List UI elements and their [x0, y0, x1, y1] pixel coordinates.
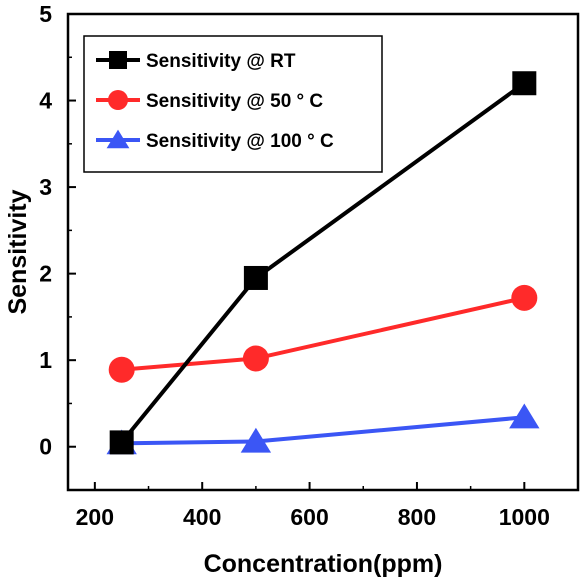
y-tick-label: 2 — [39, 261, 52, 287]
legend-label: Sensitivity @ RT — [146, 51, 296, 72]
x-axis-title: Concentration(ppm) — [204, 550, 443, 578]
y-axis-ticks: 0 1 2 3 4 5 — [39, 1, 76, 460]
series-line — [121, 415, 525, 446]
data-point-square — [243, 265, 268, 290]
legend-label: Sensitivity @ 100 ° C — [146, 131, 334, 152]
data-point-triangle — [240, 427, 272, 453]
series-square — [109, 71, 537, 455]
plot-frame — [66, 12, 580, 492]
legend-entry: Sensitivity @ 50 ° C — [96, 90, 323, 112]
data-point-triangle — [106, 129, 130, 149]
data-point-square — [109, 430, 134, 455]
data-point-circle — [242, 345, 269, 372]
y-tick-label: 3 — [39, 174, 52, 200]
data-point-square — [109, 51, 127, 69]
y-tick-label: 4 — [39, 88, 52, 114]
y-tick-label: 5 — [39, 1, 52, 27]
data-point-circle — [108, 90, 128, 110]
data-point-triangle — [509, 403, 540, 429]
legend: Sensitivity @ RT Sensitivity @ 50 ° C Sens… — [83, 35, 383, 173]
data-point-circle — [511, 284, 538, 311]
legend-entry: Sensitivity @ 100 ° C — [96, 129, 334, 152]
x-tick-label: 400 — [183, 504, 221, 530]
y-axis-title: Sensitivity — [4, 189, 32, 314]
x-axis-ticks: 200 400 600 800 1000 — [76, 482, 550, 530]
data-point-square — [512, 71, 537, 96]
x-tick-label: 1000 — [499, 504, 550, 530]
data-point-circle — [108, 356, 135, 383]
y-tick-label: 1 — [39, 347, 52, 373]
legend-label: Sensitivity @ 50 ° C — [146, 91, 323, 112]
legend-entry: Sensitivity @ RT — [96, 51, 296, 72]
x-tick-label: 200 — [76, 504, 114, 530]
series-layer — [106, 71, 540, 455]
series-circle — [108, 284, 538, 383]
x-tick-label: 800 — [398, 504, 436, 530]
y-tick-label: 0 — [39, 434, 52, 460]
x-tick-label: 600 — [290, 504, 328, 530]
series-line — [121, 295, 525, 372]
series-triangle — [106, 403, 540, 455]
